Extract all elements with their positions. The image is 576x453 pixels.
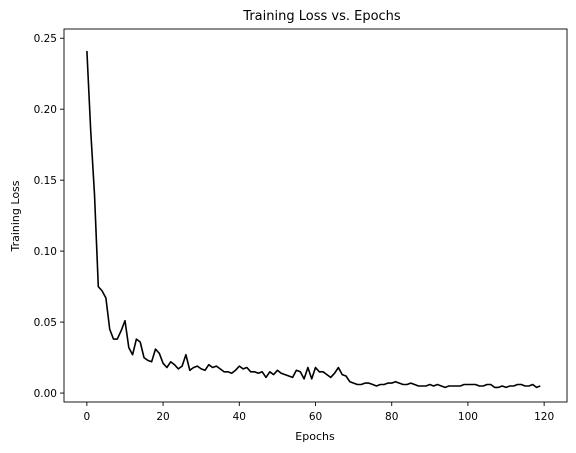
plot-area <box>64 29 567 402</box>
x-tick-label: 80 <box>385 411 398 423</box>
x-axis: 0 20 40 60 80 100 120 <box>84 402 554 423</box>
y-axis-label: Training Loss <box>9 180 22 252</box>
y-tick-label: 0.10 <box>34 246 57 258</box>
y-tick-label: 0.25 <box>34 33 57 45</box>
x-tick-label: 0 <box>84 411 91 423</box>
x-axis-label: Epochs <box>295 430 335 443</box>
y-tick-label: 0.15 <box>34 175 57 187</box>
y-axis: 0.00 0.05 0.10 0.15 0.20 0.25 <box>34 33 64 400</box>
y-tick-label: 0.05 <box>34 317 57 329</box>
x-tick-label: 40 <box>233 411 246 423</box>
x-tick-label: 20 <box>156 411 169 423</box>
x-tick-label: 120 <box>534 411 554 423</box>
training-loss-line <box>86 50 541 389</box>
plot-frame <box>63 28 568 403</box>
chart-title: Training Loss vs. Epochs <box>242 9 401 24</box>
x-tick-label: 100 <box>458 411 478 423</box>
y-tick-label: 0.00 <box>34 388 57 400</box>
y-tick-label: 0.20 <box>34 104 57 116</box>
x-tick-label: 60 <box>309 411 322 423</box>
